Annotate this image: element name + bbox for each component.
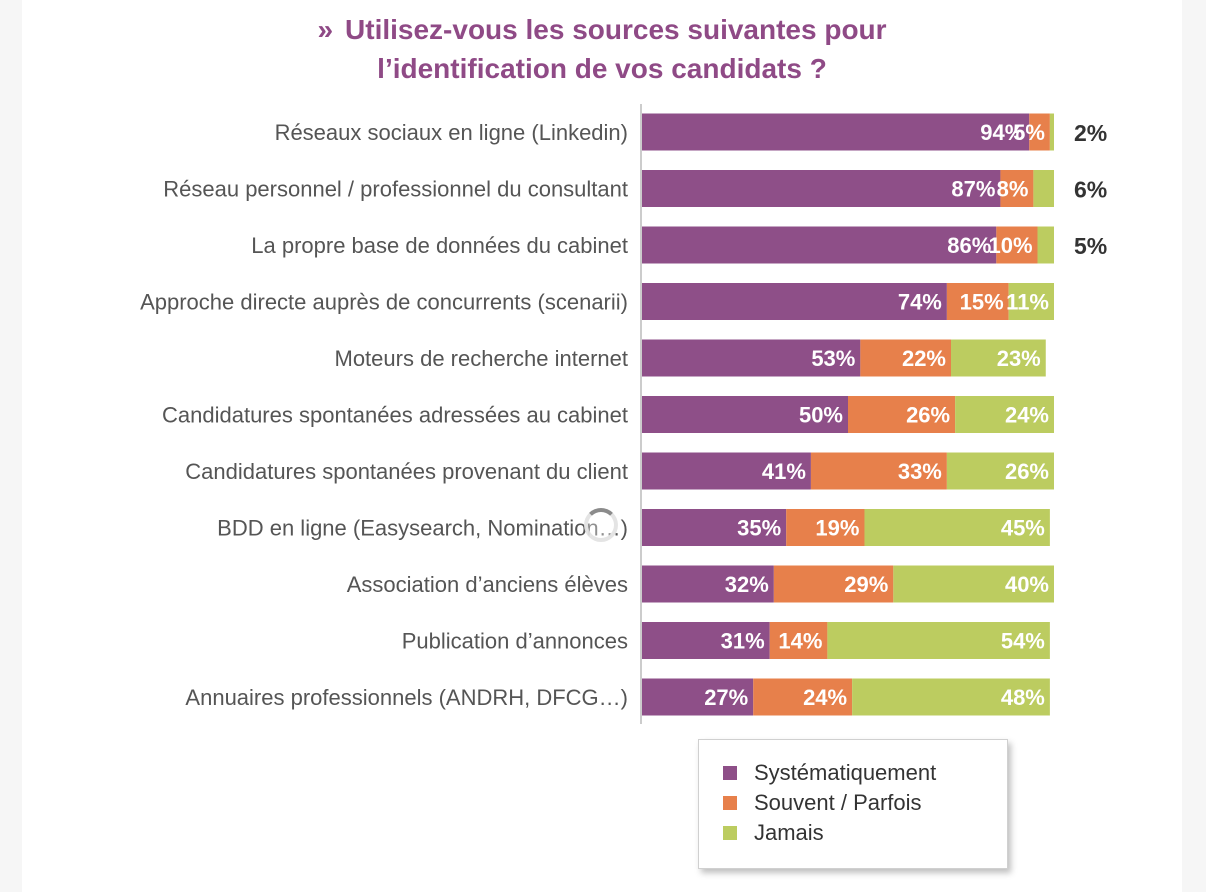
- data-label-jamais: 5%: [1074, 233, 1107, 259]
- bar-segment-jamais: [893, 565, 1054, 603]
- legend-item-souvent-parfois: Souvent / Parfois: [723, 788, 922, 818]
- data-label-jamais: 2%: [1074, 120, 1107, 146]
- legend-label-systematiquement: Systématiquement: [754, 760, 937, 785]
- bar-segment-systematiquement: [642, 113, 1030, 151]
- bar-segment-souvent-parfois: [946, 283, 1009, 320]
- bar-segment-jamais: [946, 452, 1054, 490]
- category-label: BDD en ligne (Easysearch, Nomination…): [217, 516, 628, 541]
- data-label-souvent-parfois: 10%: [988, 233, 1032, 258]
- data-label-systematiquement: 53%: [811, 346, 855, 371]
- chart-title-text-1: Utilisez-vous les sources suivantes pour: [345, 14, 887, 45]
- chart-title-line-1: » Utilisez-vous les sources suivantes pou…: [22, 10, 1182, 49]
- data-label-systematiquement: 86%: [947, 233, 991, 258]
- bar-segment-systematiquement: [642, 170, 1001, 207]
- category-label: Réseaux sociaux en ligne (Linkedin): [275, 120, 628, 145]
- bar-segment-systematiquement: [642, 339, 861, 377]
- category-label: Approche directe auprès de concurrents (…: [140, 290, 628, 315]
- bar-segment-jamais: [1008, 283, 1054, 320]
- bar-segment-systematiquement: [642, 396, 848, 433]
- data-label-jamais: 48%: [1001, 685, 1045, 710]
- data-label-systematiquement: 32%: [725, 572, 769, 597]
- data-label-jamais: 24%: [1005, 403, 1049, 428]
- bar-segment-souvent-parfois: [996, 226, 1038, 264]
- data-label-jamais: 6%: [1074, 177, 1107, 203]
- bar-segment-systematiquement: [642, 283, 947, 320]
- data-label-souvent-parfois: 29%: [844, 572, 888, 597]
- bar-segment-souvent-parfois: [810, 452, 947, 490]
- bar-segment-souvent-parfois: [1000, 170, 1034, 207]
- data-label-souvent-parfois: 14%: [778, 629, 822, 654]
- data-label-souvent-parfois: 15%: [960, 290, 1004, 315]
- bar-segment-systematiquement: [642, 565, 774, 603]
- loading-spinner-icon: [584, 508, 618, 542]
- data-label-jamais: 23%: [997, 346, 1041, 371]
- bar-segment-systematiquement: [642, 509, 787, 546]
- category-label: Candidatures spontanées adressées au cab…: [162, 403, 628, 428]
- data-label-jamais: 26%: [1005, 459, 1049, 484]
- category-label: Association d’anciens élèves: [347, 572, 628, 597]
- bar-segment-jamais: [1033, 170, 1054, 207]
- bar-segment-jamais: [951, 339, 1046, 377]
- bar-segment-systematiquement: [642, 452, 811, 490]
- legend-label-jamais: Jamais: [754, 820, 824, 845]
- data-label-systematiquement: 50%: [799, 403, 843, 428]
- chart-page: » Utilisez-vous les sources suivantes pou…: [22, 0, 1182, 892]
- data-label-systematiquement: 31%: [721, 629, 765, 654]
- chart-title-line-2: l’identification de vos candidats ?: [377, 53, 827, 84]
- category-label: La propre base de données du cabinet: [251, 233, 628, 258]
- bar-segment-souvent-parfois: [786, 509, 865, 546]
- category-label: Moteurs de recherche internet: [335, 346, 629, 371]
- bar-segment-souvent-parfois: [769, 622, 828, 659]
- bar-segment-jamais: [1049, 113, 1054, 151]
- data-label-systematiquement: 35%: [737, 516, 781, 541]
- data-label-souvent-parfois: 5%: [1013, 120, 1045, 145]
- category-label: Publication d’annonces: [402, 629, 628, 654]
- category-label: Réseau personnel / professionnel du cons…: [163, 177, 628, 202]
- legend-swatch-jamais: [723, 826, 737, 840]
- data-label-jamais: 40%: [1005, 572, 1049, 597]
- data-label-souvent-parfois: 22%: [902, 346, 946, 371]
- data-label-souvent-parfois: 24%: [803, 685, 847, 710]
- bar-segment-jamais: [1037, 226, 1054, 264]
- bar-segment-systematiquement: [642, 226, 997, 264]
- bar-segment-souvent-parfois: [848, 396, 956, 433]
- category-label: Candidatures spontanées provenant du cli…: [185, 459, 628, 484]
- data-label-jamais: 54%: [1001, 629, 1045, 654]
- bar-segment-jamais: [864, 509, 1050, 546]
- data-label-jamais: 45%: [1001, 516, 1045, 541]
- data-label-systematiquement: 41%: [762, 459, 806, 484]
- bar-segment-jamais: [827, 622, 1050, 659]
- category-label: Annuaires professionnels (ANDRH, DFCG…): [185, 685, 628, 710]
- bar-segment-souvent-parfois: [753, 678, 853, 716]
- bar-segment-jamais: [852, 678, 1050, 716]
- legend: Systématiquement Souvent / Parfois Jamai…: [698, 739, 1008, 869]
- legend-item-jamais: Jamais: [723, 818, 824, 848]
- legend-label-souvent-parfois: Souvent / Parfois: [754, 790, 922, 815]
- data-label-souvent-parfois: 33%: [898, 459, 942, 484]
- data-label-systematiquement: 74%: [898, 290, 942, 315]
- stacked-bar-chart: Réseaux sociaux en ligne (Linkedin) 94%5%…: [140, 104, 1107, 724]
- data-label-jamais: 11%: [1006, 290, 1049, 315]
- bar-segment-souvent-parfois: [1029, 113, 1050, 151]
- data-label-systematiquement: 27%: [704, 685, 748, 710]
- legend-swatch-souvent-parfois: [723, 796, 737, 810]
- legend-item-systematiquement: Systématiquement: [723, 758, 936, 788]
- bar-segment-jamais: [955, 396, 1054, 433]
- chevron-right-icon: »: [317, 14, 333, 45]
- bar-segment-systematiquement: [642, 622, 770, 659]
- data-label-souvent-parfois: 26%: [906, 403, 950, 428]
- bar-segment-souvent-parfois: [773, 565, 894, 603]
- data-label-systematiquement: 87%: [951, 177, 995, 202]
- bar-segment-souvent-parfois: [860, 339, 951, 377]
- data-label-souvent-parfois: 19%: [815, 516, 859, 541]
- data-label-systematiquement: 94%: [980, 120, 1024, 145]
- chart-title: » Utilisez-vous les sources suivantes pou…: [22, 10, 1182, 88]
- bar-segment-systematiquement: [642, 678, 754, 716]
- data-label-souvent-parfois: 8%: [997, 177, 1029, 202]
- legend-swatch-systematiquement: [723, 766, 737, 780]
